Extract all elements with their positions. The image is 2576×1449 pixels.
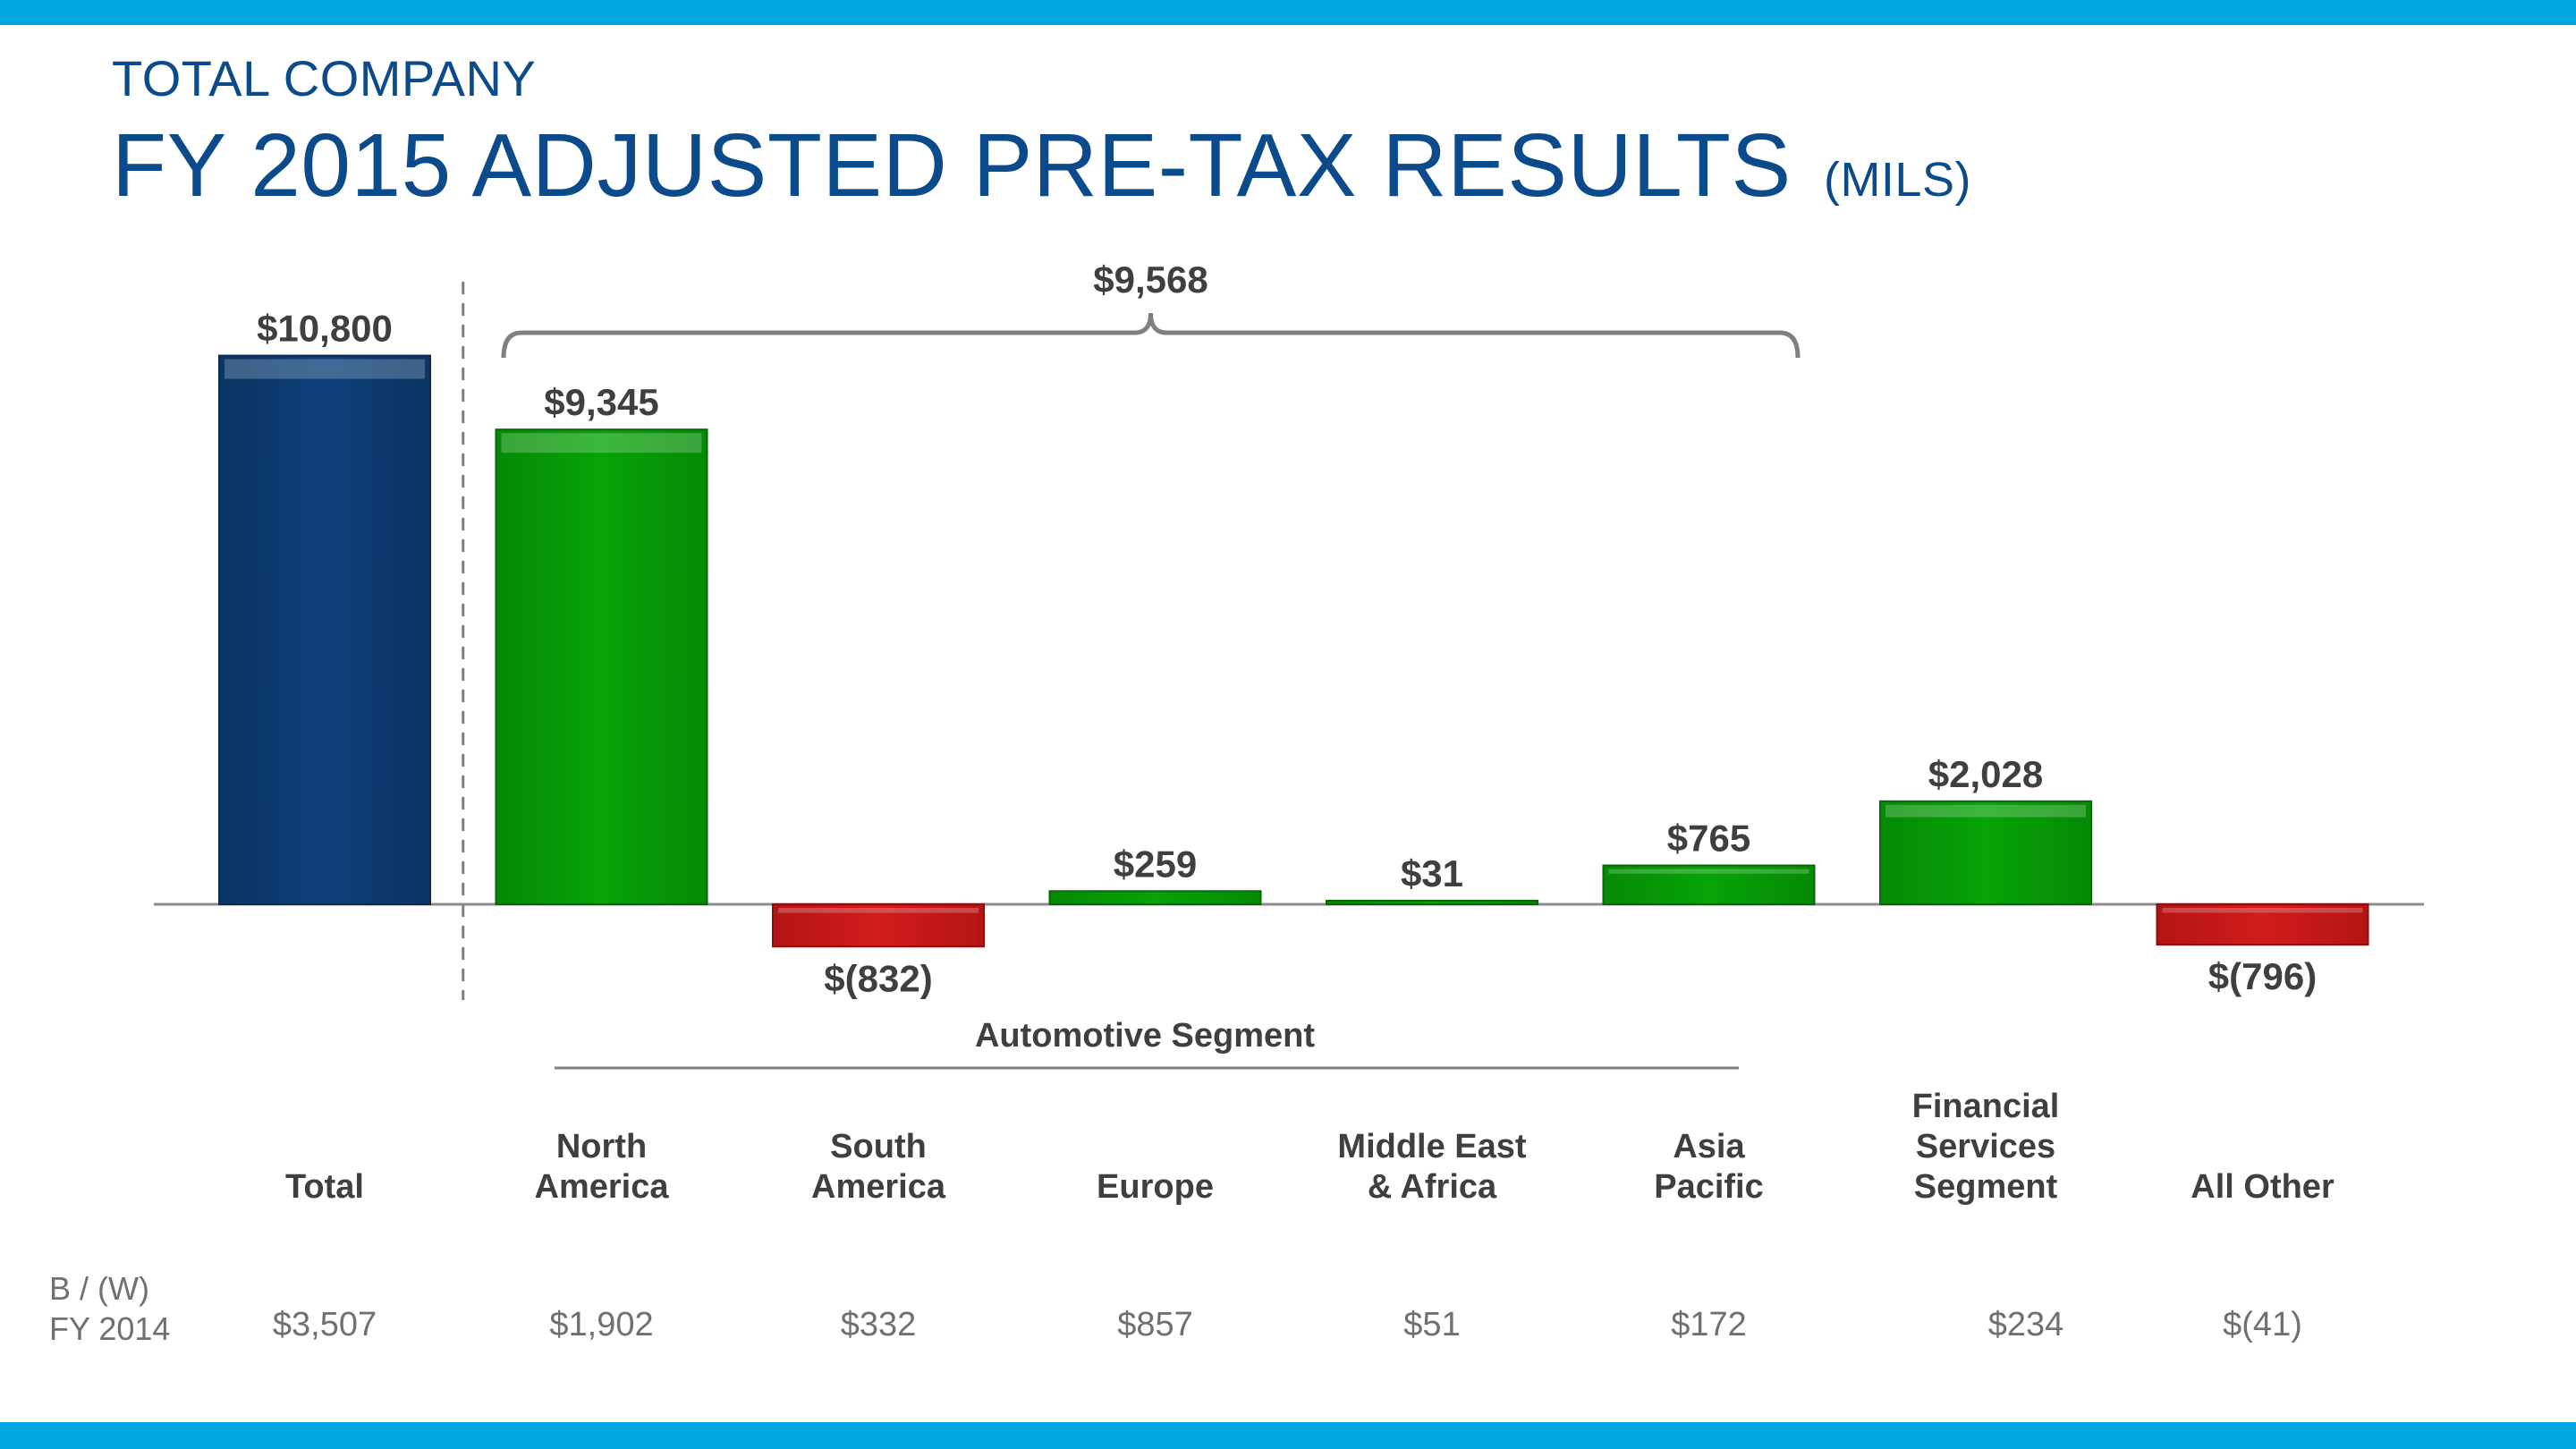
bar-7: [2156, 903, 2369, 946]
bw-value-6: $234: [1987, 1306, 2064, 1343]
bar-1: [495, 428, 708, 906]
bar-0: [218, 354, 431, 905]
title-text: FY 2015 ADJUSTED PRE-TAX RESULTS: [112, 115, 1792, 216]
header-kicker: TOTAL COMPANY: [112, 50, 537, 106]
bar-highlight-2: [778, 908, 979, 913]
category-label-2: South America: [811, 1128, 945, 1206]
data-label-3: $259: [1114, 843, 1197, 885]
data-label-4: $31: [1401, 852, 1463, 894]
bar-2: [772, 903, 985, 948]
category-label-7: All Other: [2190, 1168, 2334, 1206]
category-label-0: Total: [285, 1168, 364, 1206]
category-label-1: North America: [534, 1128, 669, 1206]
data-label-5: $765: [1667, 818, 1750, 860]
bar-highlight-1: [501, 433, 702, 453]
automotive-segment-label: Automotive Segment: [974, 1017, 1316, 1055]
category-label-3: Europe: [1097, 1168, 1214, 1206]
category-label-4: Middle East & Africa: [1337, 1128, 1527, 1206]
bar-6: [1879, 800, 2092, 905]
data-label-6: $2,028: [1928, 753, 2043, 795]
bottom-accent-band: [0, 1422, 2576, 1449]
category-label-5: Asia Pacific: [1654, 1128, 1764, 1206]
category-label-6: Financial Services Segment: [1911, 1088, 2060, 1206]
bar-highlight-5: [1608, 869, 1809, 874]
data-label-0: $10,800: [257, 308, 393, 350]
bracket-total-label: $9,568: [1093, 258, 1208, 301]
bw-value-0: $3,507: [272, 1306, 377, 1343]
bw-value-1: $1,902: [549, 1306, 654, 1343]
data-label-2: $(832): [824, 957, 932, 999]
bw-value-2: $332: [840, 1306, 917, 1343]
bar-4: [1326, 900, 1538, 905]
bar-highlight-6: [1885, 804, 2086, 818]
bar-highlight-7: [2162, 908, 2363, 913]
bw-value-5: $172: [1671, 1306, 1747, 1343]
bar-5: [1602, 864, 1816, 905]
bw-value-7: $(41): [2223, 1306, 2302, 1343]
top-accent-band: [0, 0, 2576, 25]
bar-highlight-0: [225, 359, 425, 379]
bw-value-3: $857: [1117, 1306, 1193, 1343]
comparison-row-label: B / (W) FY 2014: [49, 1270, 171, 1347]
automotive-bracket: [501, 312, 1801, 359]
title-unit: (MILS): [1823, 153, 1971, 207]
page-title: FY 2015 ADJUSTED PRE-TAX RESULTS (MILS): [112, 114, 1971, 217]
bw-value-4: $51: [1403, 1306, 1461, 1343]
data-label-1: $9,345: [544, 381, 658, 423]
data-label-7: $(796): [2208, 955, 2317, 997]
bar-3: [1048, 890, 1262, 906]
